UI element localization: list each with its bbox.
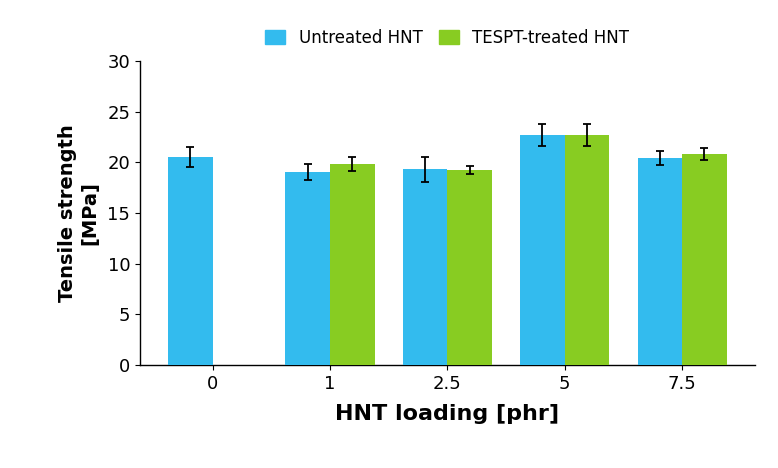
Bar (403, 169, 447, 365)
X-axis label: HNT loading [phr]: HNT loading [phr] (335, 404, 559, 424)
Bar (168, 157, 212, 365)
Bar (637, 158, 682, 365)
Bar (682, 154, 727, 365)
Bar (330, 164, 374, 365)
Y-axis label: Tensile strength
[MPa]: Tensile strength [MPa] (58, 124, 99, 302)
Legend: Untreated HNT, TESPT-treated HNT: Untreated HNT, TESPT-treated HNT (261, 23, 634, 51)
Bar (520, 135, 565, 365)
Bar (447, 170, 492, 365)
Bar (565, 135, 609, 365)
Bar (286, 172, 330, 365)
